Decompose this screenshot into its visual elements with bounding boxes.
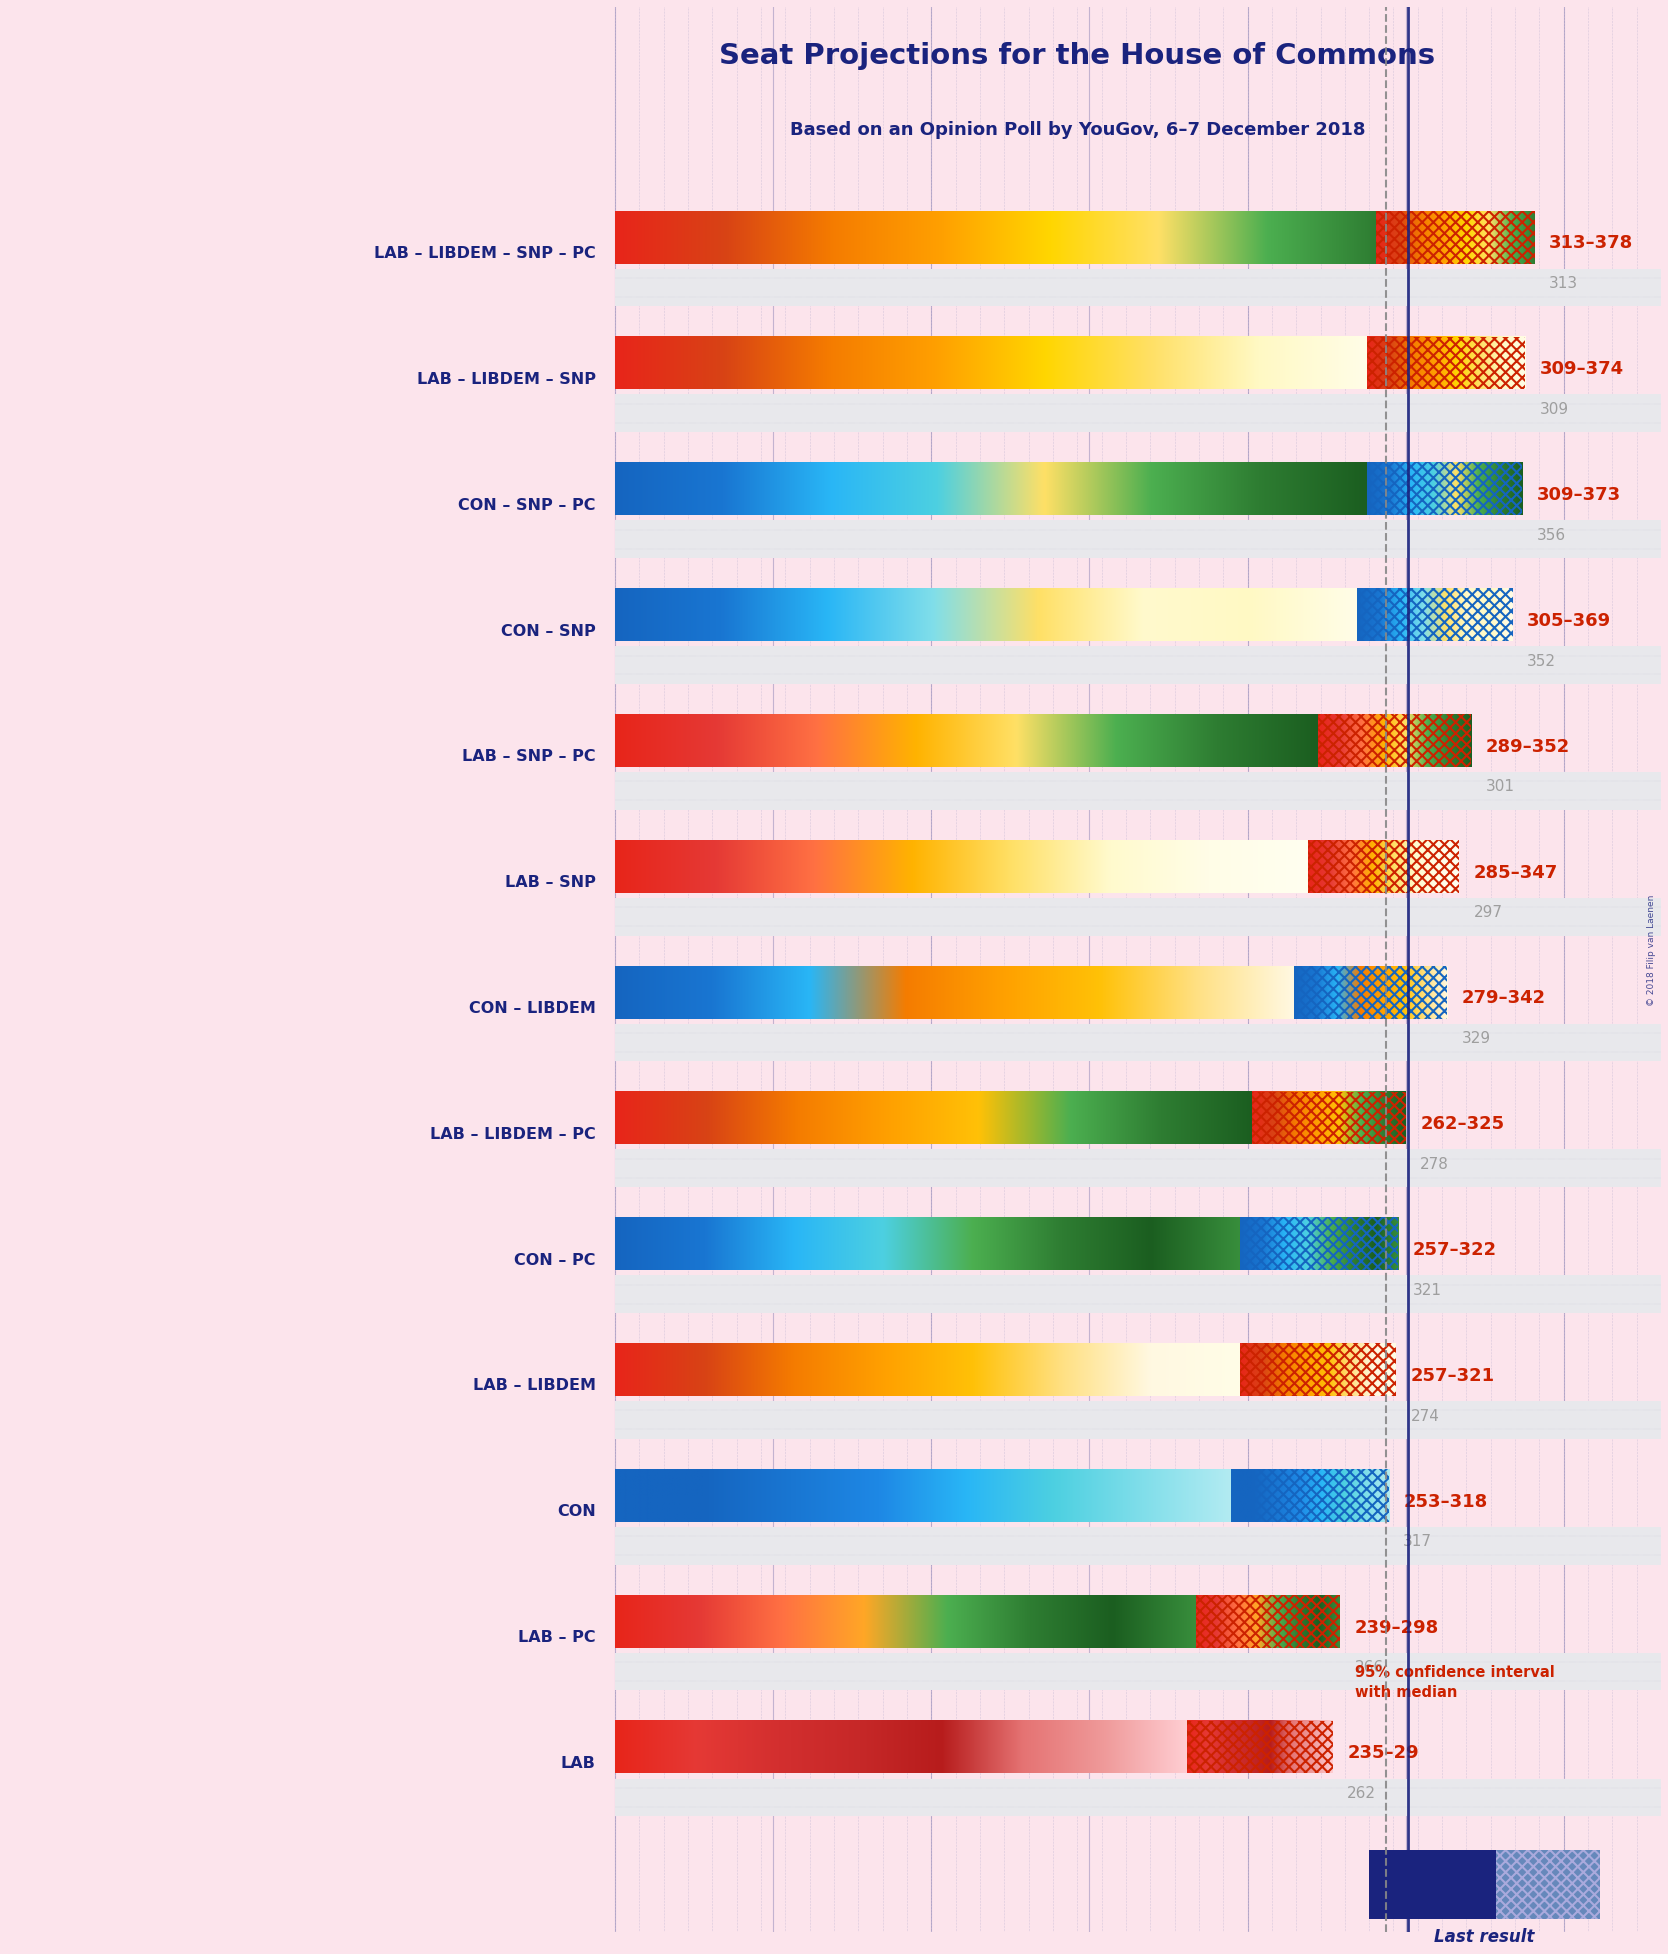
Bar xyxy=(1241,1217,1398,1270)
Bar xyxy=(615,1526,1668,1565)
Text: LAB – LIBDEM – SNP: LAB – LIBDEM – SNP xyxy=(417,371,595,387)
Bar xyxy=(1253,1092,1406,1145)
Bar xyxy=(615,1653,1668,1690)
Bar xyxy=(615,520,1668,559)
Bar xyxy=(1318,713,1471,766)
Bar xyxy=(615,268,1668,307)
Bar xyxy=(1186,1721,1333,1774)
Text: 235–29: 235–29 xyxy=(1348,1745,1419,1763)
Bar xyxy=(1369,1850,1600,1919)
Text: 329: 329 xyxy=(1461,1032,1491,1045)
Text: 309: 309 xyxy=(1540,403,1568,416)
Text: 309–373: 309–373 xyxy=(1536,487,1621,504)
Text: 95% confidence interval
with median: 95% confidence interval with median xyxy=(1354,1665,1555,1700)
Text: 305–369: 305–369 xyxy=(1528,612,1611,629)
Text: 313–378: 313–378 xyxy=(1550,234,1633,252)
Text: Seat Projections for the House of Commons: Seat Projections for the House of Common… xyxy=(719,41,1436,70)
Text: CON – SNP: CON – SNP xyxy=(500,623,595,639)
Bar xyxy=(1231,1469,1389,1522)
Text: LAB – LIBDEM – SNP – PC: LAB – LIBDEM – SNP – PC xyxy=(374,246,595,262)
Text: LAB – LIBDEM: LAB – LIBDEM xyxy=(472,1378,595,1393)
Text: 289–352: 289–352 xyxy=(1486,739,1570,756)
Bar xyxy=(615,1149,1668,1188)
Text: 317: 317 xyxy=(1403,1534,1433,1550)
Text: 279–342: 279–342 xyxy=(1461,989,1546,1008)
Text: LAB – SNP – PC: LAB – SNP – PC xyxy=(462,748,595,764)
Text: LAB – PC: LAB – PC xyxy=(519,1630,595,1645)
Bar xyxy=(1241,1342,1396,1395)
Bar xyxy=(1358,588,1513,641)
Text: 301: 301 xyxy=(1486,780,1515,795)
Text: © 2018 Filip van Laenen: © 2018 Filip van Laenen xyxy=(1646,895,1656,1006)
Text: 313: 313 xyxy=(1550,276,1578,291)
Text: 257–321: 257–321 xyxy=(1411,1368,1495,1385)
Text: 352: 352 xyxy=(1528,655,1556,668)
Text: 274: 274 xyxy=(1411,1409,1439,1424)
Text: Based on an Opinion Poll by YouGov, 6–7 December 2018: Based on an Opinion Poll by YouGov, 6–7 … xyxy=(789,121,1364,139)
Text: CON: CON xyxy=(557,1505,595,1520)
Text: CON – PC: CON – PC xyxy=(514,1253,595,1268)
Text: 262–325: 262–325 xyxy=(1419,1116,1505,1133)
Text: 297: 297 xyxy=(1475,905,1503,920)
Bar xyxy=(1366,336,1525,389)
Text: 253–318: 253–318 xyxy=(1403,1493,1488,1510)
Text: CON – LIBDEM: CON – LIBDEM xyxy=(469,1000,595,1016)
Bar xyxy=(615,1401,1668,1438)
Text: CON – SNP – PC: CON – SNP – PC xyxy=(459,498,595,512)
Text: 356: 356 xyxy=(1536,528,1566,543)
Bar xyxy=(615,772,1668,809)
Text: 262: 262 xyxy=(1348,1786,1376,1802)
Text: 257–322: 257–322 xyxy=(1413,1241,1498,1258)
Bar xyxy=(1376,211,1535,264)
Bar xyxy=(1366,463,1523,516)
Bar xyxy=(615,1276,1668,1313)
Bar xyxy=(615,647,1668,684)
Bar xyxy=(1196,1594,1339,1647)
Bar xyxy=(1496,1850,1600,1919)
Text: Last result: Last result xyxy=(1434,1929,1535,1946)
Text: LAB: LAB xyxy=(560,1757,595,1770)
Text: 321: 321 xyxy=(1413,1282,1441,1297)
Text: 309–374: 309–374 xyxy=(1540,360,1623,379)
Text: 266: 266 xyxy=(1354,1661,1384,1675)
Text: 285–347: 285–347 xyxy=(1475,864,1558,881)
Bar xyxy=(615,1024,1668,1061)
Bar xyxy=(615,395,1668,432)
Bar xyxy=(1308,840,1460,893)
Text: 239–298: 239–298 xyxy=(1354,1618,1439,1637)
Text: LAB – SNP: LAB – SNP xyxy=(505,875,595,891)
Bar xyxy=(1294,965,1448,1018)
Bar xyxy=(615,1778,1668,1817)
Text: LAB – LIBDEM – PC: LAB – LIBDEM – PC xyxy=(430,1127,595,1141)
Bar xyxy=(615,897,1668,936)
Text: 278: 278 xyxy=(1419,1157,1449,1172)
